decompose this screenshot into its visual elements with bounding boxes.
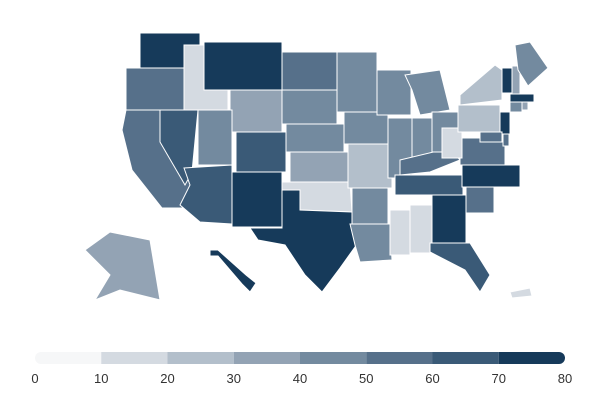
legend-tick-label: 10: [94, 371, 108, 386]
legend-tick-label: 50: [359, 371, 373, 386]
state: [509, 101, 523, 113]
legend-tick-label: 40: [293, 371, 307, 386]
state: [409, 204, 433, 254]
state: [461, 164, 521, 188]
legend-swatch: [300, 352, 367, 364]
state: [281, 51, 338, 91]
state: [349, 223, 393, 263]
state: [479, 131, 503, 143]
state: [502, 133, 510, 147]
legend-tick-label: 60: [425, 371, 439, 386]
state: [179, 164, 233, 225]
state: [235, 131, 287, 173]
state: [521, 101, 529, 111]
state: [389, 209, 411, 256]
state: [347, 143, 393, 189]
state: [209, 249, 257, 293]
legend-bar: [35, 352, 565, 364]
state: [514, 41, 549, 87]
state: [281, 89, 338, 125]
state: [285, 123, 345, 153]
state: [289, 151, 349, 183]
state: [197, 109, 233, 166]
legend-swatch: [35, 352, 102, 364]
state: [509, 93, 535, 103]
state: [229, 89, 283, 133]
state: [509, 287, 533, 299]
state: [465, 186, 495, 214]
state: [459, 64, 503, 106]
state: [343, 111, 389, 145]
state: [351, 187, 389, 225]
legend-swatch: [432, 352, 499, 364]
legend-swatch: [498, 352, 565, 364]
legend-tick-label: 70: [492, 371, 506, 386]
legend-swatch: [366, 352, 433, 364]
state: [336, 51, 378, 113]
state: [501, 67, 513, 94]
state: [231, 171, 283, 228]
state: [457, 104, 501, 133]
legend-tick-label: 0: [31, 371, 38, 386]
state: [376, 69, 412, 116]
legend-swatch: [233, 352, 300, 364]
state: [394, 174, 464, 196]
state: [499, 111, 511, 135]
legend-swatch: [167, 352, 234, 364]
state: [125, 67, 185, 111]
state: [431, 194, 467, 244]
state: [203, 41, 283, 91]
state: [441, 127, 463, 159]
legend-tick-label: 20: [160, 371, 174, 386]
legend-tick-label: 80: [558, 371, 572, 386]
state: [249, 189, 361, 293]
legend-swatch: [101, 352, 168, 364]
legend-tick-label: 30: [227, 371, 241, 386]
state: [429, 242, 491, 293]
state: [404, 69, 451, 116]
state: [84, 231, 191, 326]
